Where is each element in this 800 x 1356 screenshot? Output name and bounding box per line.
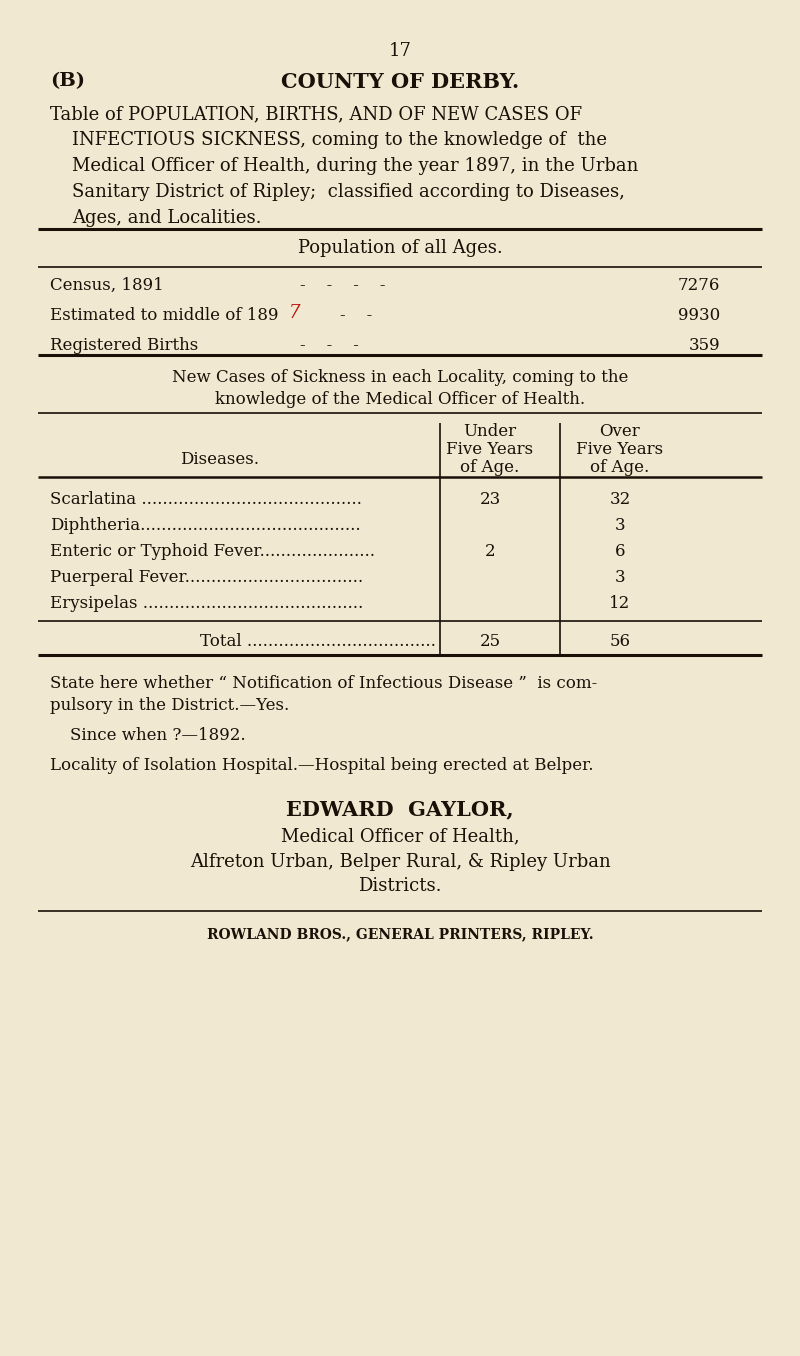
Text: Under: Under	[463, 423, 517, 439]
Text: -    -    -    -: - - - -	[300, 277, 386, 294]
Text: 2: 2	[485, 542, 495, 560]
Text: Population of all Ages.: Population of all Ages.	[298, 239, 502, 258]
Text: 359: 359	[688, 338, 720, 354]
Text: EDWARD  GAYLOR,: EDWARD GAYLOR,	[286, 799, 514, 819]
Text: Registered Births: Registered Births	[50, 338, 198, 354]
Text: 7: 7	[289, 304, 301, 321]
Text: 12: 12	[610, 595, 630, 612]
Text: Sanitary District of Ripley;  classified according to Diseases,: Sanitary District of Ripley; classified …	[72, 183, 625, 201]
Text: 25: 25	[479, 633, 501, 650]
Text: 6: 6	[614, 542, 626, 560]
Text: pulsory in the District.—Yes.: pulsory in the District.—Yes.	[50, 697, 290, 715]
Text: COUNTY OF DERBY.: COUNTY OF DERBY.	[281, 72, 519, 92]
Text: New Cases of Sickness in each Locality, coming to the: New Cases of Sickness in each Locality, …	[172, 369, 628, 386]
Text: knowledge of the Medical Officer of Health.: knowledge of the Medical Officer of Heal…	[215, 391, 585, 408]
Text: 23: 23	[479, 491, 501, 508]
Text: Diphtheria..........................................: Diphtheria..............................…	[50, 517, 361, 534]
Text: Estimated to middle of 189: Estimated to middle of 189	[50, 306, 278, 324]
Text: of Age.: of Age.	[460, 458, 520, 476]
Text: Enteric or Typhoid Fever......................: Enteric or Typhoid Fever................…	[50, 542, 375, 560]
Text: 7276: 7276	[678, 277, 720, 294]
Text: 3: 3	[614, 517, 626, 534]
Text: -    -    -: - - -	[300, 338, 359, 354]
Text: Since when ?—1892.: Since when ?—1892.	[70, 727, 246, 744]
Text: Census, 1891: Census, 1891	[50, 277, 164, 294]
Text: of Age.: of Age.	[590, 458, 650, 476]
Text: Alfreton Urban, Belper Rural, & Ripley Urban: Alfreton Urban, Belper Rural, & Ripley U…	[190, 853, 610, 871]
Text: Total ....................................: Total ..................................…	[200, 633, 436, 650]
Text: Five Years: Five Years	[446, 441, 534, 458]
Text: Puerperal Fever..................................: Puerperal Fever.........................…	[50, 570, 363, 586]
Text: 3: 3	[614, 570, 626, 586]
Text: ROWLAND BROS., GENERAL PRINTERS, RIPLEY.: ROWLAND BROS., GENERAL PRINTERS, RIPLEY.	[206, 928, 594, 941]
Text: 32: 32	[610, 491, 630, 508]
Text: -    -: - -	[340, 306, 372, 324]
Text: Table of POPULATION, BIRTHS, AND OF NEW CASES OF: Table of POPULATION, BIRTHS, AND OF NEW …	[50, 104, 582, 123]
Text: Over: Over	[600, 423, 640, 439]
Text: INFECTIOUS SICKNESS, coming to the knowledge of  the: INFECTIOUS SICKNESS, coming to the knowl…	[72, 132, 607, 149]
Text: Locality of Isolation Hospital.—Hospital being erected at Belper.: Locality of Isolation Hospital.—Hospital…	[50, 757, 594, 774]
Text: 17: 17	[389, 42, 411, 60]
Text: Medical Officer of Health, during the year 1897, in the Urban: Medical Officer of Health, during the ye…	[72, 157, 638, 175]
Text: Five Years: Five Years	[577, 441, 663, 458]
Text: Scarlatina ..........................................: Scarlatina .............................…	[50, 491, 362, 508]
Text: (B): (B)	[50, 72, 85, 89]
Text: State here whether “ Notification of Infectious Disease ”  is com-: State here whether “ Notification of Inf…	[50, 675, 598, 692]
Text: Medical Officer of Health,: Medical Officer of Health,	[281, 827, 519, 845]
Text: Districts.: Districts.	[358, 877, 442, 895]
Text: Erysipelas ..........................................: Erysipelas .............................…	[50, 595, 363, 612]
Text: 9930: 9930	[678, 306, 720, 324]
Text: Diseases.: Diseases.	[181, 452, 259, 468]
Text: 56: 56	[610, 633, 630, 650]
Text: Ages, and Localities.: Ages, and Localities.	[72, 209, 262, 226]
